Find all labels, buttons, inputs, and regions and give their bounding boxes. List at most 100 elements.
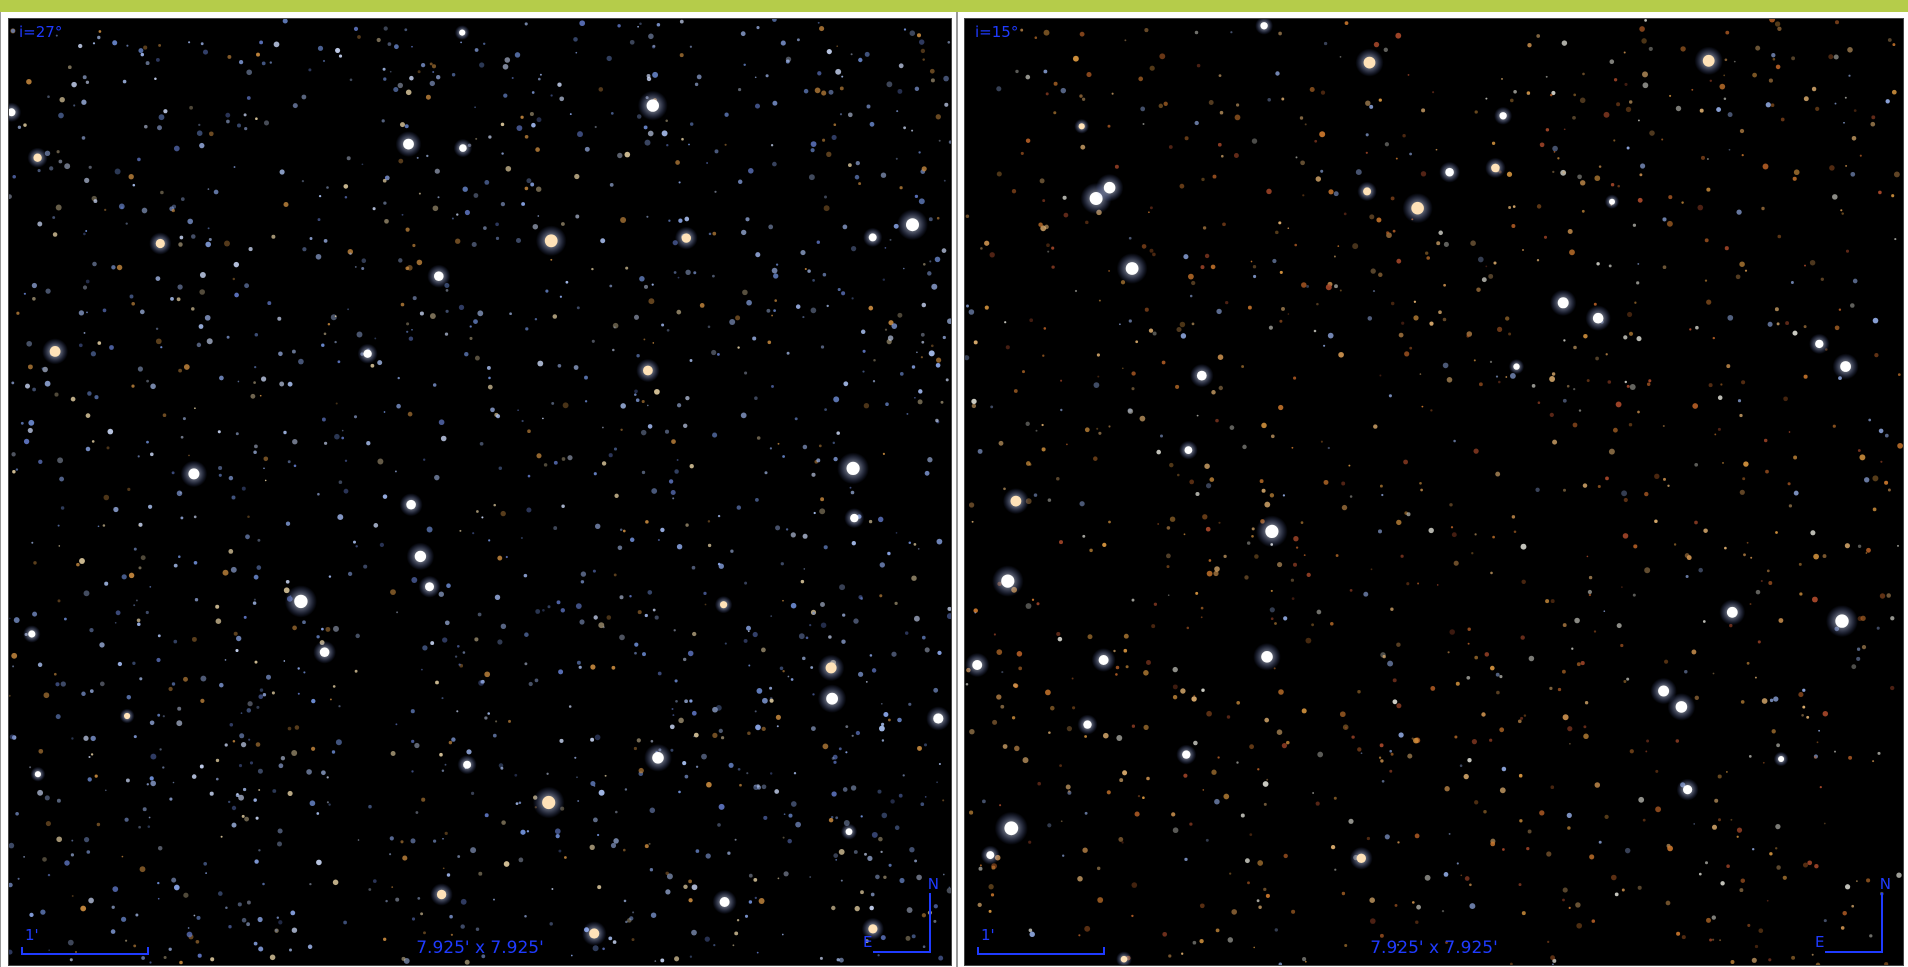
faint-star bbox=[1769, 852, 1773, 856]
faint-star bbox=[899, 877, 905, 884]
faint-star bbox=[838, 848, 845, 855]
faint-star bbox=[1189, 822, 1193, 826]
faint-star bbox=[1803, 325, 1807, 329]
faint-star bbox=[357, 35, 361, 39]
faint-star bbox=[895, 532, 898, 534]
faint-star bbox=[11, 452, 16, 457]
faint-star bbox=[776, 725, 779, 728]
faint-star bbox=[714, 149, 719, 154]
sky-image-panel-right[interactable]: i=15° 1' 7.925' x 7.925' N E bbox=[964, 18, 1904, 966]
faint-star bbox=[676, 543, 683, 550]
faint-star bbox=[612, 348, 615, 352]
faint-star bbox=[604, 774, 607, 777]
faint-star bbox=[1894, 238, 1897, 241]
faint-star bbox=[384, 176, 388, 179]
faint-star bbox=[341, 429, 344, 432]
bright-star bbox=[1120, 955, 1128, 963]
faint-star bbox=[1838, 308, 1842, 311]
faint-star bbox=[1742, 477, 1746, 481]
faint-star bbox=[476, 510, 479, 513]
faint-star bbox=[1719, 939, 1722, 942]
faint-star bbox=[287, 460, 291, 464]
faint-star bbox=[988, 884, 994, 890]
faint-star bbox=[535, 609, 541, 614]
faint-star bbox=[301, 179, 305, 183]
faint-star bbox=[1469, 883, 1472, 887]
faint-star bbox=[646, 74, 651, 78]
faint-star bbox=[237, 123, 241, 128]
faint-star bbox=[1483, 809, 1487, 814]
faint-star bbox=[1662, 424, 1665, 428]
faint-star bbox=[936, 216, 940, 220]
faint-star bbox=[625, 266, 629, 270]
faint-star bbox=[880, 702, 883, 705]
faint-star bbox=[1300, 521, 1304, 524]
faint-star bbox=[853, 618, 859, 624]
faint-star bbox=[252, 601, 257, 605]
faint-star bbox=[1114, 164, 1119, 169]
faint-star bbox=[1613, 139, 1616, 142]
faint-star bbox=[171, 208, 175, 213]
faint-star bbox=[537, 360, 544, 367]
faint-star bbox=[1859, 154, 1862, 157]
faint-star bbox=[292, 438, 298, 445]
faint-star bbox=[37, 169, 41, 173]
faint-star bbox=[869, 905, 874, 911]
faint-star bbox=[1122, 770, 1128, 776]
faint-star bbox=[593, 615, 598, 620]
faint-star bbox=[820, 497, 825, 502]
faint-star bbox=[1060, 820, 1063, 823]
faint-star bbox=[150, 780, 157, 787]
faint-star bbox=[1002, 744, 1008, 749]
faint-star bbox=[1624, 380, 1628, 384]
faint-star bbox=[1505, 316, 1510, 321]
faint-star bbox=[1644, 19, 1647, 22]
faint-star bbox=[730, 549, 734, 553]
faint-star bbox=[497, 555, 503, 561]
faint-star bbox=[1448, 832, 1451, 835]
faint-star bbox=[1893, 171, 1900, 178]
faint-star bbox=[186, 931, 193, 938]
faint-star bbox=[1214, 798, 1220, 805]
faint-star bbox=[1832, 424, 1836, 428]
faint-star bbox=[553, 526, 558, 531]
faint-star bbox=[283, 430, 287, 435]
faint-star bbox=[1716, 107, 1722, 113]
faint-star bbox=[592, 569, 596, 573]
faint-star bbox=[1675, 105, 1682, 112]
bright-star bbox=[463, 760, 472, 769]
faint-star bbox=[1644, 491, 1649, 497]
faint-star bbox=[917, 745, 922, 751]
faint-star bbox=[1268, 325, 1273, 330]
faint-star bbox=[280, 756, 286, 761]
faint-star bbox=[335, 402, 338, 405]
faint-star bbox=[591, 267, 594, 271]
faint-star bbox=[1739, 888, 1744, 893]
faint-star bbox=[308, 68, 312, 72]
faint-star bbox=[682, 423, 688, 429]
faint-star bbox=[1505, 376, 1508, 378]
faint-star bbox=[1691, 88, 1694, 91]
faint-star bbox=[575, 51, 578, 54]
faint-star bbox=[55, 682, 60, 687]
faint-star bbox=[157, 125, 162, 131]
faint-star bbox=[218, 473, 222, 477]
bright-star bbox=[906, 218, 919, 232]
faint-star bbox=[257, 538, 261, 542]
faint-star bbox=[802, 316, 805, 319]
faint-star bbox=[1413, 315, 1419, 321]
faint-star bbox=[11, 735, 17, 740]
bright-star bbox=[826, 692, 838, 705]
faint-star bbox=[104, 581, 109, 586]
faint-star bbox=[76, 562, 80, 567]
faint-star bbox=[1692, 403, 1699, 409]
faint-star bbox=[1717, 774, 1722, 779]
faint-star bbox=[1097, 897, 1104, 903]
faint-star bbox=[89, 627, 94, 633]
faint-star bbox=[504, 57, 511, 63]
faint-star bbox=[146, 440, 149, 444]
faint-star bbox=[701, 753, 707, 760]
faint-star bbox=[1121, 367, 1124, 370]
sky-image-panel-left[interactable]: i=27° 1' 7.925' x 7.925' N E bbox=[8, 18, 952, 966]
faint-star bbox=[666, 144, 669, 147]
